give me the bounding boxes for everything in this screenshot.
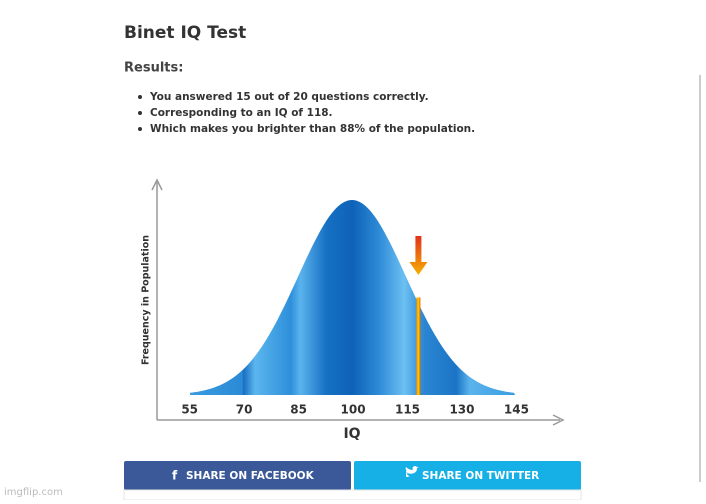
twitter-button[interactable] (354, 461, 581, 490)
x-tick-label: 115 (395, 403, 420, 417)
x-axis-arrow (552, 414, 565, 426)
twitter-label: SHARE ON TWITTER (422, 470, 539, 482)
result-line: Corresponding to an IQ of 118. (150, 107, 333, 119)
facebook-icon: f (172, 469, 178, 483)
bell-curve (190, 200, 515, 395)
facebook-button[interactable] (124, 461, 351, 490)
bullet (138, 95, 142, 99)
iq-arrow (409, 236, 428, 275)
x-tick-label: 100 (341, 403, 366, 417)
facebook-label: SHARE ON FACEBOOK (186, 470, 315, 482)
page-title: Binet IQ Test (124, 23, 246, 43)
footer-box (123, 489, 582, 501)
x-tick-label: 70 (236, 403, 253, 417)
twitter-icon (405, 466, 419, 477)
x-tick-label: 145 (504, 403, 529, 417)
bullet (138, 111, 142, 115)
result-line: You answered 15 out of 20 questions corr… (149, 91, 429, 103)
x-tick-label: 55 (181, 403, 198, 417)
y-axis-label: Frequency in Population (141, 235, 152, 365)
bullet (138, 127, 142, 131)
watermark: imgflip.com (4, 487, 63, 498)
x-axis-label: IQ (343, 426, 360, 442)
result-line: Which makes you brighter than 88% of the… (150, 123, 475, 135)
chart: Frequency in Population IQ 55 70 85 100 115 1… (141, 178, 565, 442)
x-tick-label: 85 (290, 403, 307, 417)
x-tick-label: 130 (449, 403, 474, 417)
y-axis-arrow (151, 178, 163, 191)
results-heading: Results: (124, 61, 183, 76)
iq-marker (416, 297, 421, 395)
